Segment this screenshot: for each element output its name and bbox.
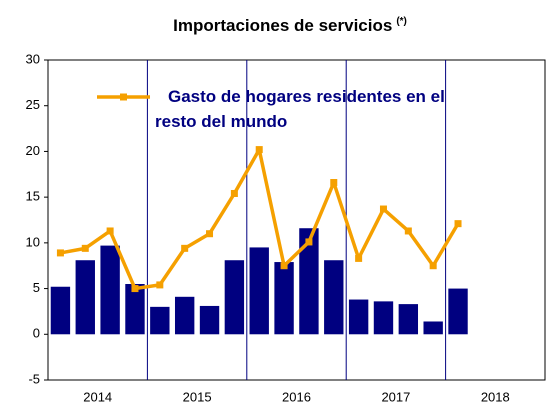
bar (249, 247, 269, 335)
line-marker (106, 227, 114, 235)
line-marker (56, 249, 64, 257)
bar (448, 288, 468, 335)
line-marker (206, 230, 214, 238)
line-marker (81, 244, 89, 252)
line-marker (156, 281, 164, 289)
bar (50, 286, 71, 335)
bar (324, 260, 344, 335)
bar (150, 306, 170, 335)
bar (75, 260, 95, 335)
line-marker (379, 205, 387, 213)
bar (199, 305, 220, 335)
title-note: (*) (396, 16, 407, 27)
line-marker (255, 146, 263, 154)
bar (174, 296, 195, 335)
y-tick-label: 25 (26, 97, 40, 112)
line-marker (230, 189, 238, 197)
bar (224, 260, 245, 335)
bar (398, 304, 419, 335)
bar (274, 262, 294, 335)
y-tick-label: 20 (26, 143, 40, 158)
title-text: Importaciones de servicios (173, 16, 392, 35)
line-marker (355, 254, 363, 262)
y-tick-label: 10 (26, 234, 40, 249)
bar (299, 228, 319, 335)
line-marker (454, 220, 462, 228)
legend-label: Gasto de hogares residentes en el resto d… (155, 87, 445, 131)
line-marker (404, 227, 412, 235)
y-tick-label: 5 (33, 280, 40, 295)
bar (348, 299, 369, 335)
bar (125, 284, 145, 335)
bar (100, 245, 120, 335)
x-tick-label: 2016 (282, 389, 311, 404)
y-tick-label: 30 (26, 51, 40, 66)
x-tick-label: 2015 (183, 389, 212, 404)
legend-label-line: Gasto de hogares residentes en el (168, 87, 445, 106)
line-marker (181, 244, 189, 252)
y-tick-label: 0 (33, 326, 40, 341)
plot-frame (47, 59, 546, 381)
x-tick-label: 2017 (381, 389, 410, 404)
legend-label-line: resto del mundo (155, 112, 287, 131)
line-marker (280, 262, 288, 270)
y-tick-label: -5 (28, 371, 40, 386)
line-marker (429, 262, 437, 270)
x-tick-label: 2014 (83, 389, 112, 404)
legend-marker (120, 93, 127, 101)
chart-title: Importaciones de servicios (*) (173, 16, 407, 36)
y-tick-label: 15 (26, 189, 40, 204)
line-marker (330, 179, 338, 187)
bar (373, 301, 394, 335)
line-marker (305, 238, 313, 246)
line-marker (131, 285, 139, 293)
x-tick-label: 2018 (481, 389, 510, 404)
bar (423, 321, 443, 335)
